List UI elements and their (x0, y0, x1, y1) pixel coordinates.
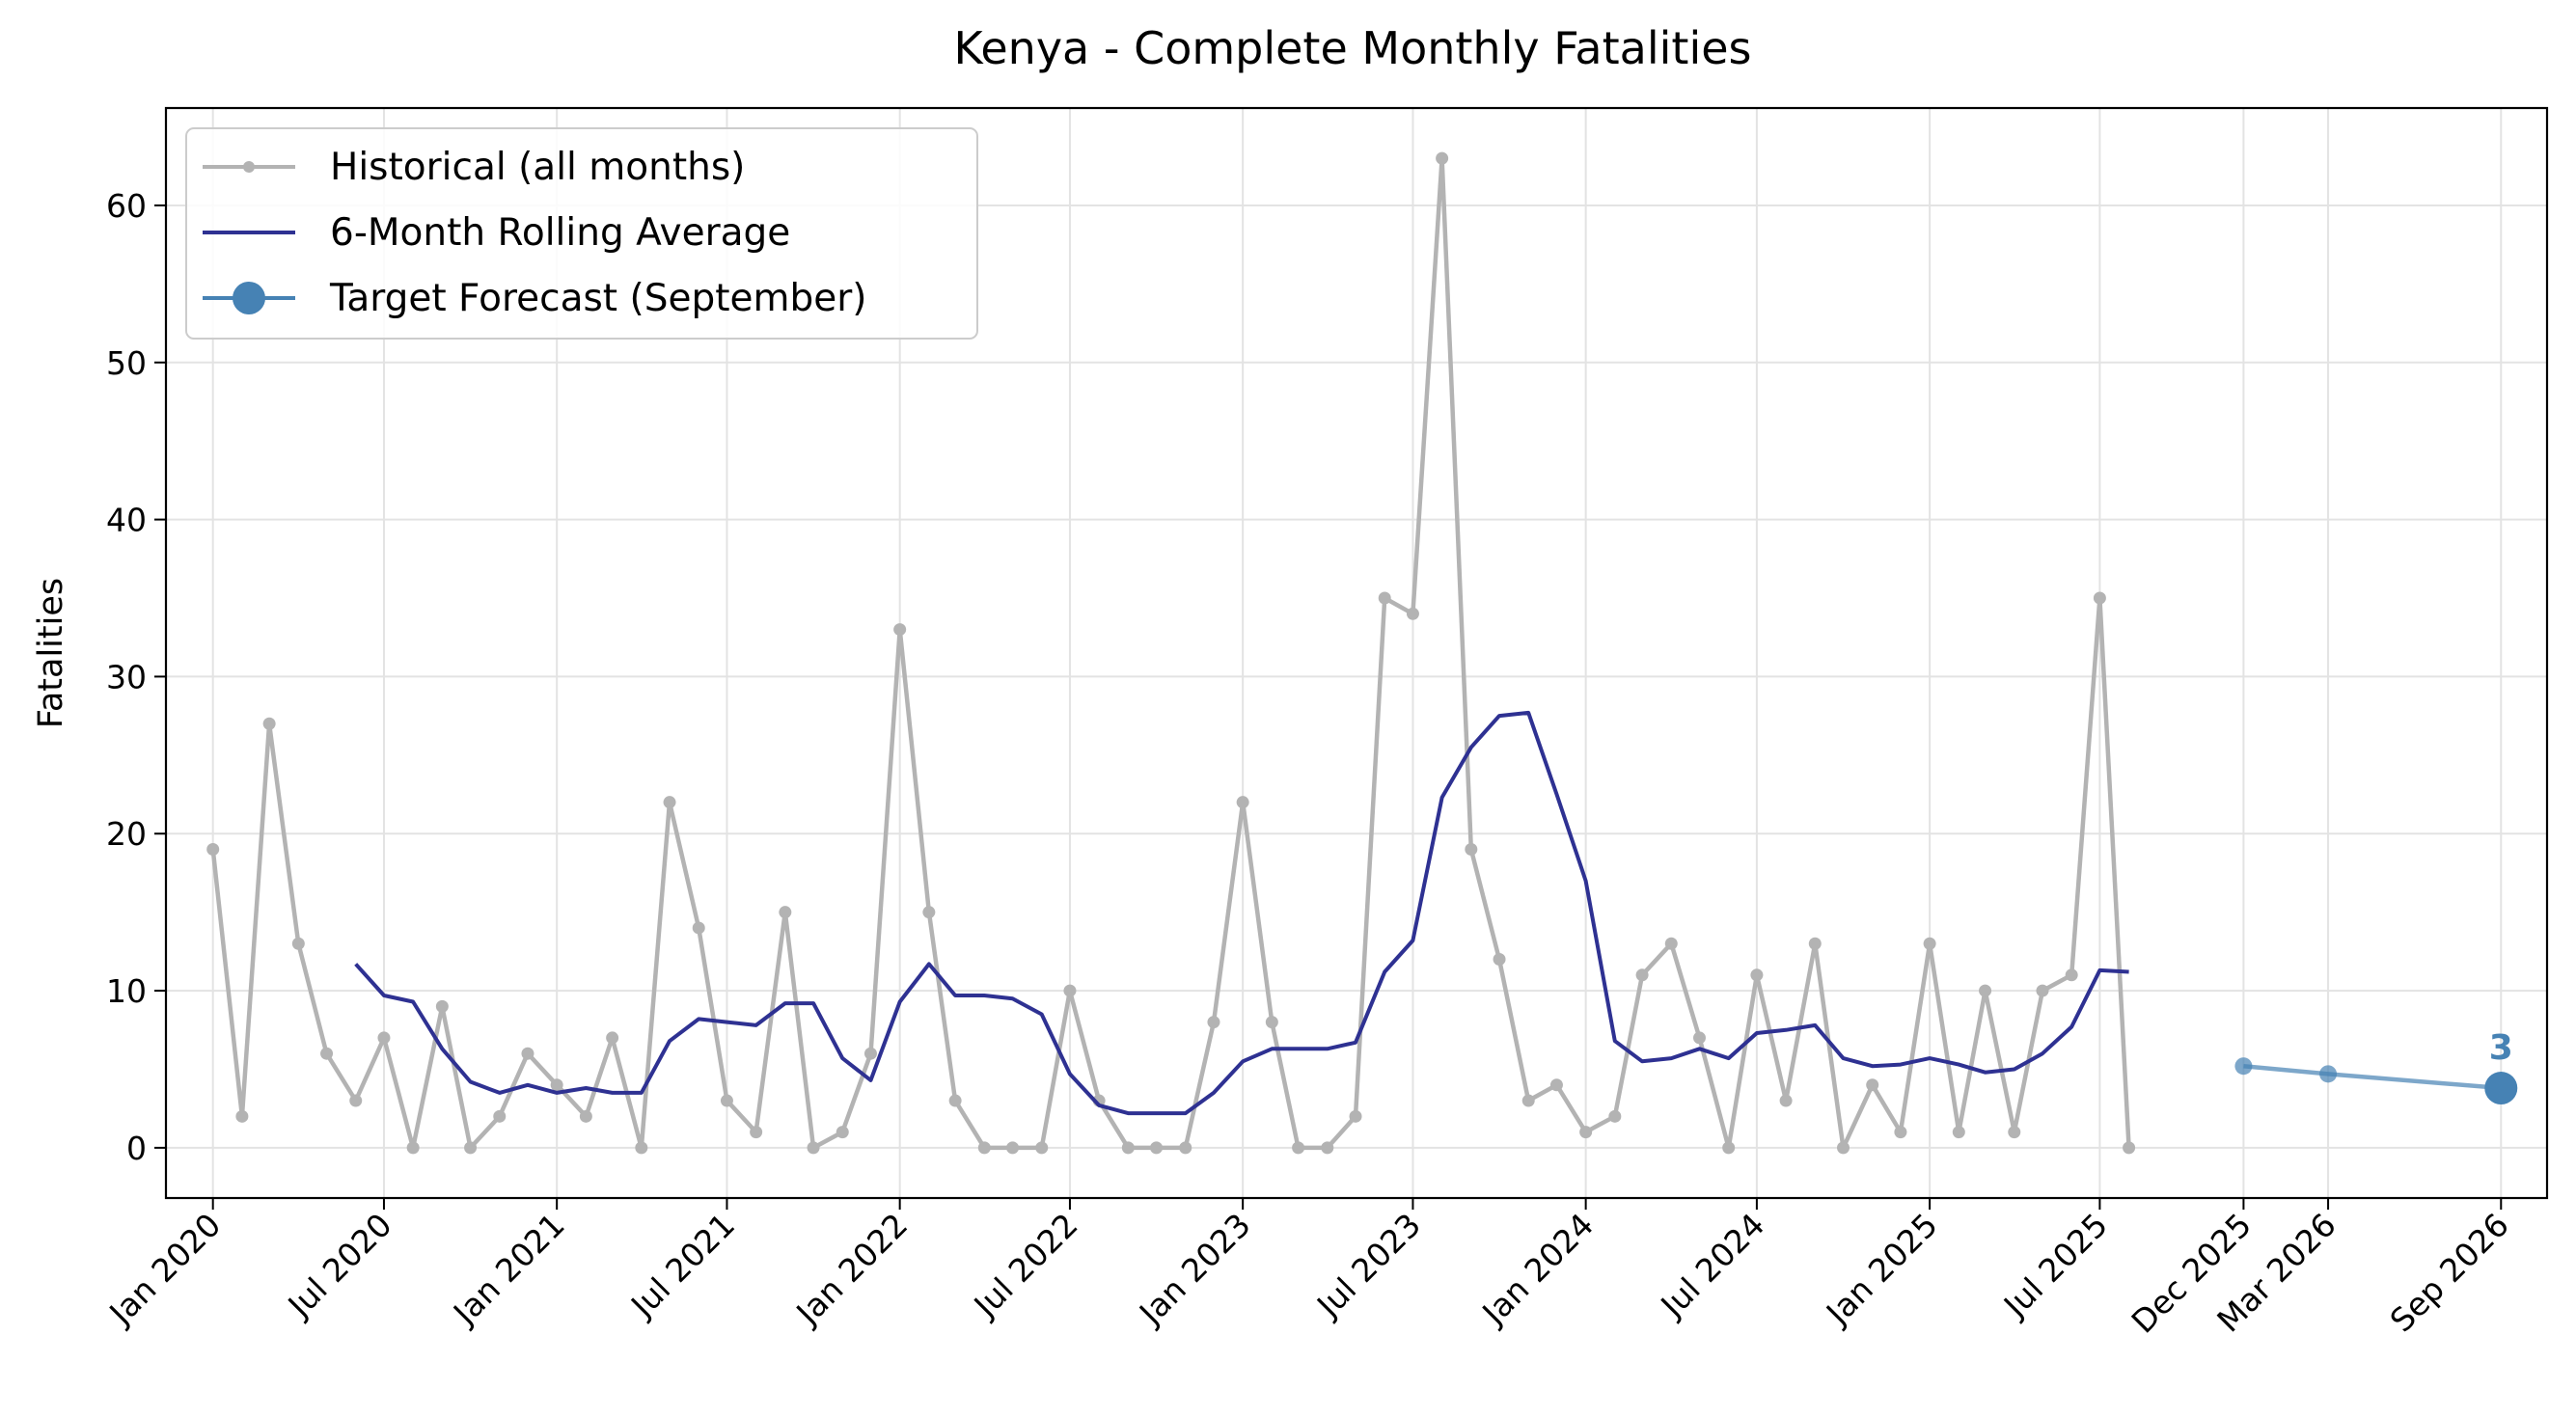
legend-rolling-label: 6-Month Rolling Average (330, 211, 790, 255)
historical-point (1349, 1109, 1362, 1123)
historical-point (1436, 151, 1449, 165)
historical-point (2008, 1126, 2021, 1139)
y-axis: 0 10 20 30 40 50 60 (106, 187, 166, 1167)
forecast-target-point (2484, 1072, 2518, 1105)
historical-point (1866, 1078, 1879, 1092)
historical-point (320, 1047, 334, 1060)
historical-point (977, 1141, 991, 1155)
legend-box (185, 127, 978, 340)
historical-point (2093, 591, 2106, 605)
historical-point (1063, 984, 1077, 997)
legend-historical-label: Historical (all months) (330, 146, 745, 189)
historical-point (1779, 1094, 1793, 1107)
historical-point (893, 623, 907, 637)
forecast-point (2319, 1065, 2338, 1083)
historical-point (1979, 984, 1992, 997)
historical-point (406, 1141, 420, 1155)
historical-point (663, 796, 676, 809)
historical-point (1549, 1078, 1563, 1092)
series-group: 3 (206, 151, 2518, 1155)
historical-point (349, 1094, 363, 1107)
historical-point (1321, 1141, 1334, 1155)
y-tick-label: 30 (106, 658, 147, 695)
historical-point (464, 1141, 478, 1155)
historical-point (1236, 796, 1249, 809)
historical-point (692, 921, 705, 935)
historical-point (1493, 953, 1506, 967)
historical-point (1207, 1016, 1220, 1029)
y-tick-label: 50 (106, 344, 147, 382)
historical-point (1465, 843, 1478, 857)
chart-title: Kenya - Complete Monthly Fatalities (954, 22, 1752, 74)
y-tick-label: 60 (106, 187, 147, 225)
historical-point (1579, 1126, 1593, 1139)
plot-area (164, 106, 2549, 1200)
historical-point (1750, 968, 1764, 982)
legend-historical-marker (243, 161, 255, 173)
historical-point (1292, 1141, 1305, 1155)
historical-point (1923, 937, 1936, 950)
forecast-value-label: 3 (2489, 1028, 2513, 1068)
historical-point (1635, 968, 1649, 982)
historical-point (779, 906, 792, 919)
historical-point (235, 1109, 249, 1123)
historical-point (1722, 1141, 1736, 1155)
y-axis-label: Fatalities (32, 578, 70, 728)
historical-point (1894, 1126, 1907, 1139)
forecast-point (2234, 1057, 2253, 1076)
rolling-average-line (354, 710, 2129, 1116)
historical-point (1837, 1141, 1850, 1155)
historical-point (1608, 1109, 1622, 1123)
historical-point (377, 1031, 391, 1045)
historical-point (750, 1126, 763, 1139)
y-tick-label: 0 (126, 1130, 147, 1167)
historical-point (720, 1094, 733, 1107)
historical-point (2123, 1141, 2136, 1155)
historical-point (1406, 607, 1419, 620)
historical-line (210, 155, 2131, 1151)
historical-point (1006, 1141, 1020, 1155)
historical-point (922, 906, 936, 919)
historical-point (1121, 1141, 1135, 1155)
historical-point (948, 1094, 962, 1107)
historical-point (550, 1078, 563, 1092)
historical-point (435, 999, 449, 1013)
historical-point (1265, 1016, 1278, 1029)
historical-point (836, 1126, 849, 1139)
historical-point (262, 717, 276, 730)
historical-point (807, 1141, 820, 1155)
legend-forecast-label: Target Forecast (September) (329, 277, 866, 320)
historical-point (1521, 1094, 1535, 1107)
historical-point (635, 1141, 648, 1155)
historical-point (206, 843, 220, 857)
historical-point (1179, 1141, 1192, 1155)
historical-point (2036, 984, 2049, 997)
historical-point (291, 937, 305, 950)
legend-forecast-marker (233, 282, 265, 314)
historical-point (1952, 1126, 1965, 1139)
y-tick-label: 10 (106, 972, 147, 1010)
historical-point (1664, 937, 1678, 950)
historical-point (493, 1109, 507, 1123)
historical-point (1150, 1141, 1164, 1155)
historical-point (521, 1047, 534, 1060)
y-tick-label: 40 (106, 502, 147, 539)
historical-point (2065, 968, 2078, 982)
historical-point (1378, 591, 1391, 605)
legend: Historical (all months) 6-Month Rolling … (185, 127, 978, 340)
y-tick-label: 20 (106, 815, 147, 853)
historical-point (863, 1047, 877, 1060)
historical-point (606, 1031, 619, 1045)
historical-point (579, 1109, 592, 1123)
historical-point (1808, 937, 1822, 950)
historical-point (1035, 1141, 1049, 1155)
historical-point (1692, 1031, 1706, 1045)
